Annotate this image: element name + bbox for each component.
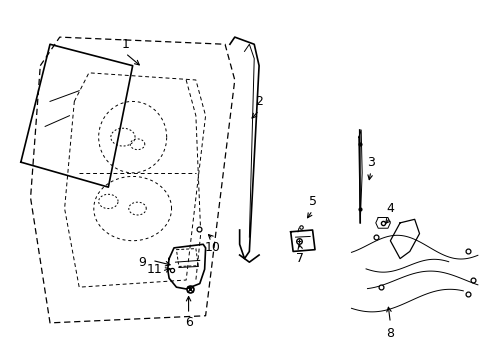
Text: 5: 5 (308, 195, 316, 208)
Text: 8: 8 (386, 327, 393, 340)
Text: 7: 7 (296, 252, 304, 265)
Text: 4: 4 (386, 202, 393, 215)
Text: 1: 1 (121, 38, 129, 51)
Text: 3: 3 (366, 156, 374, 168)
Text: 10: 10 (204, 241, 221, 255)
Text: 11: 11 (146, 263, 162, 276)
Text: 6: 6 (184, 316, 192, 329)
Text: 2: 2 (255, 95, 263, 108)
Text: 9: 9 (138, 256, 146, 269)
